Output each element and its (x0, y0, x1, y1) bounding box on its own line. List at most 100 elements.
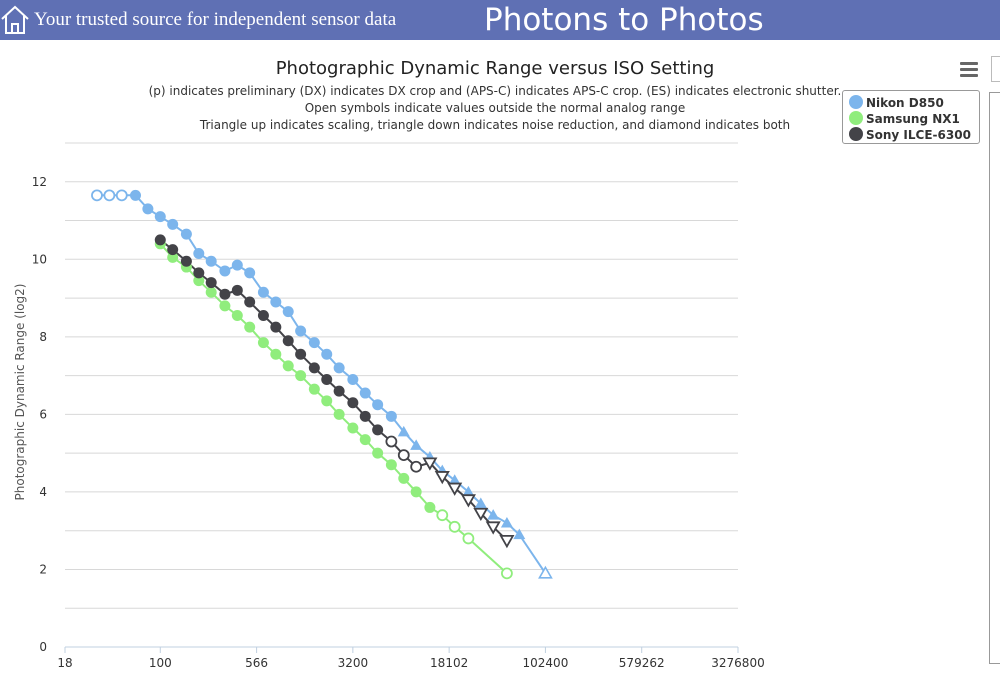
data-point (180, 261, 192, 273)
data-point (257, 337, 269, 349)
data-point (436, 509, 449, 522)
data-point (447, 482, 463, 496)
data-point (167, 251, 179, 263)
y-axis-label: Photographic Dynamic Range (log2) (13, 284, 27, 501)
site-title[interactable]: Photons to Photos (484, 2, 764, 38)
chart-subtitle-line-3: Triangle up indicates scaling, triangle … (199, 118, 791, 132)
legend-label: Samsung NX1 (866, 112, 960, 126)
legend-marker-icon (849, 111, 863, 125)
data-point (321, 395, 333, 407)
data-point (270, 296, 282, 308)
y-tick-label: 8 (39, 330, 47, 344)
data-point (180, 228, 192, 240)
series-line (159, 239, 508, 542)
data-point (308, 383, 320, 395)
data-point (321, 373, 333, 385)
data-point (410, 439, 423, 450)
chart-title: Photographic Dynamic Range versus ISO Se… (275, 58, 715, 79)
data-point (103, 189, 116, 202)
data-point (244, 267, 256, 279)
data-point (424, 501, 436, 513)
data-point (359, 410, 371, 422)
data-point (385, 435, 398, 448)
data-point (359, 434, 371, 446)
data-point (434, 471, 450, 485)
legend-marker-icon (849, 127, 863, 141)
data-point (333, 385, 345, 397)
x-tick-label: 3276800 (711, 656, 764, 670)
data-point (460, 494, 476, 508)
home-icon[interactable] (0, 2, 30, 36)
data-point (219, 300, 231, 312)
y-tick-label: 6 (39, 407, 47, 421)
chart-subtitle-line-1: (p) indicates preliminary (DX) indicates… (148, 84, 842, 98)
data-point (295, 348, 307, 360)
x-tick-label: 18102 (430, 656, 468, 670)
data-point (372, 447, 384, 459)
data-point (333, 362, 345, 374)
data-point (219, 288, 231, 300)
legend-item-nikon-d850[interactable]: Nikon D850 (849, 95, 944, 110)
side-select[interactable] (991, 56, 1000, 82)
y-tick-label: 4 (39, 485, 47, 499)
data-point (347, 397, 359, 409)
data-point (205, 255, 217, 267)
data-point (474, 497, 487, 509)
data-point (91, 189, 103, 202)
data-point (154, 234, 166, 246)
data-point (167, 218, 179, 230)
data-point (231, 259, 243, 271)
data-point (270, 321, 282, 333)
data-point (485, 521, 501, 535)
data-point (193, 275, 205, 287)
data-point (423, 451, 436, 462)
legend-label: Sony ILCE-6300 (866, 128, 971, 142)
data-point (487, 509, 500, 520)
x-tick-label: 579262 (619, 656, 665, 670)
data-point (347, 373, 359, 385)
data-point (347, 422, 359, 434)
hamburger-menu-icon[interactable] (960, 62, 978, 78)
data-point (398, 472, 410, 484)
data-point (193, 267, 205, 279)
side-panel (989, 92, 1000, 664)
data-point (282, 360, 294, 372)
data-point (436, 464, 449, 476)
data-point (219, 265, 231, 277)
legend-item-samsung-nx1[interactable]: Samsung NX1 (849, 111, 960, 126)
data-point (397, 449, 410, 461)
data-point (154, 238, 166, 250)
y-tick-label: 2 (39, 562, 47, 576)
data-point (257, 286, 269, 298)
y-tick-label: 10 (32, 252, 47, 266)
legend-item-sony-ilce-6300[interactable]: Sony ILCE-6300 (849, 127, 971, 142)
data-point (448, 520, 461, 533)
data-point (282, 306, 294, 318)
data-point (244, 296, 256, 308)
data-point (129, 189, 141, 201)
y-tick-label: 0 (39, 640, 47, 654)
data-point (167, 244, 179, 256)
data-point (205, 277, 217, 289)
series-line (97, 194, 547, 574)
data-point (321, 348, 333, 360)
data-point (385, 459, 397, 471)
data-point (333, 408, 345, 420)
data-point (193, 247, 205, 259)
data-point (538, 565, 553, 579)
data-point (501, 567, 513, 580)
data-point (295, 370, 307, 382)
data-point (359, 387, 371, 399)
site-header: Your trusted source for independent sens… (0, 0, 1000, 40)
data-point (142, 203, 154, 215)
data-point (372, 399, 384, 411)
data-point (231, 310, 243, 322)
data-point (462, 532, 475, 545)
legend-label: Nikon D850 (866, 96, 944, 110)
data-point (308, 337, 320, 349)
data-point (180, 255, 192, 267)
data-point (308, 362, 320, 374)
data-point (372, 424, 384, 436)
data-point (231, 284, 243, 296)
data-point (295, 325, 307, 337)
